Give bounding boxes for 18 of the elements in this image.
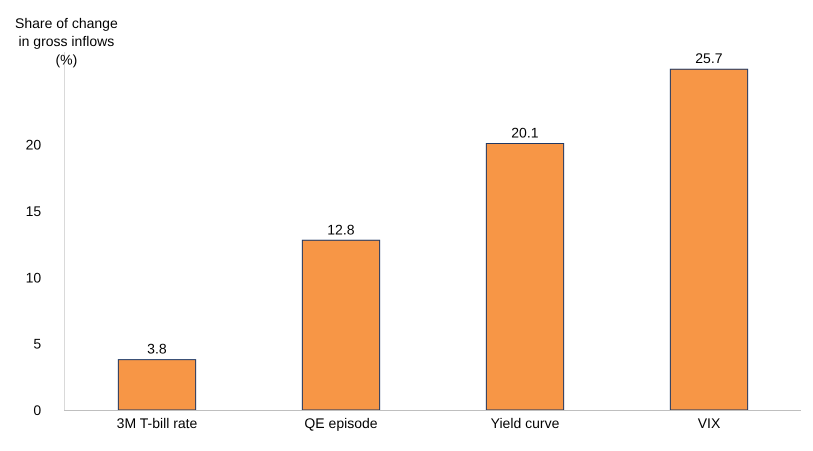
bar	[118, 359, 196, 410]
x-tick-label: Yield curve	[490, 414, 560, 431]
bar	[486, 142, 564, 410]
y-axis-title: Share of change in gross inflows (%)	[15, 15, 118, 68]
y-tick-label: 5	[33, 336, 42, 352]
y-tick-label: 15	[26, 203, 42, 220]
x-tick-label: VIX	[698, 414, 721, 431]
y-tick-label: 10	[26, 269, 42, 286]
y-tick-label: 20	[26, 136, 42, 153]
data-label: 12.8	[327, 221, 355, 238]
bar	[302, 240, 380, 410]
data-label: 25.7	[695, 50, 723, 66]
y-tick-label: 0	[33, 402, 42, 418]
data-label: 20.1	[511, 124, 539, 140]
x-tick-label: QE episode	[304, 414, 378, 431]
data-label: 3.8	[147, 340, 167, 357]
bar	[670, 68, 748, 410]
x-tick-label: 3M T-bill rate	[116, 414, 198, 431]
